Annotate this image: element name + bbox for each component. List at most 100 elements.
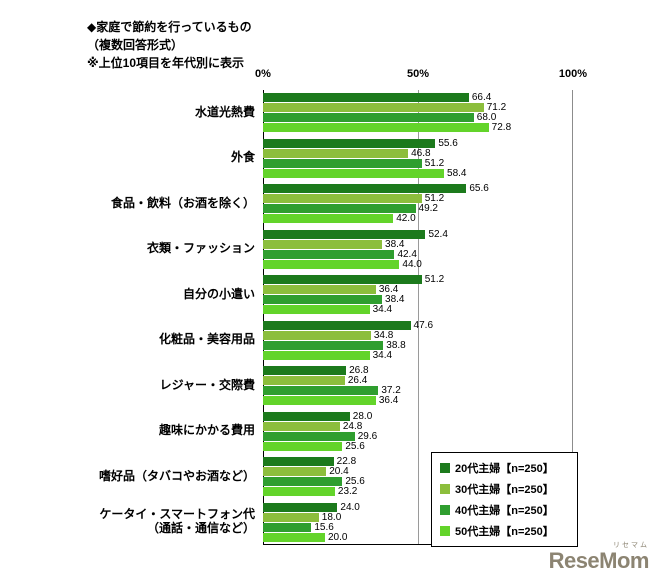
bar-group: 51.2 36.4 38.4 34.4 — [263, 275, 573, 316]
bar-row: 29.6 — [263, 431, 573, 441]
resemom-logo-katakana: リセマム — [613, 542, 649, 549]
category-label: 嗜好品（タバコやお酒など） — [98, 468, 255, 483]
bar — [263, 93, 469, 103]
bar-row: 34.4 — [263, 349, 573, 361]
bar-row: 66.4 — [263, 92, 573, 104]
bar-value-label: 51.2 — [424, 193, 445, 205]
bar — [263, 214, 394, 224]
bar-group: 24.0 18.0 15.6 20.0 — [263, 502, 573, 543]
bar-row: 15.6 — [263, 521, 573, 533]
bar-value-label: 65.6 — [469, 183, 489, 195]
bar-row: 58.4 — [263, 167, 573, 179]
bar-row: 51.2 — [263, 157, 573, 169]
bar — [263, 386, 379, 396]
bar — [263, 103, 484, 113]
chart-row: 趣味にかかる費用 28.0 24.8 29.6 25.6 — [0, 411, 573, 451]
bar — [263, 376, 345, 386]
bar-value-label: 36.4 — [378, 395, 399, 407]
bar-group: 28.0 24.8 29.6 25.6 — [263, 411, 573, 451]
bar — [263, 522, 312, 532]
bar-value-label: 15.6 — [314, 521, 334, 533]
bar-value-label: 42.0 — [396, 213, 416, 225]
bar-value-label: 47.6 — [413, 319, 434, 331]
x-axis: 0% 50% 100% — [255, 68, 587, 84]
plot-area: 水道光熱費 66.4 71.2 68.0 72.8 外食 55.6 46.8 51.2 58.4 食… — [0, 90, 573, 545]
bar-value-label: 20.0 — [328, 531, 348, 543]
bar-row: 51.2 — [263, 275, 573, 285]
category-label: 食品・飲料（お酒を除く） — [110, 195, 255, 210]
bar — [263, 194, 422, 204]
bar — [263, 512, 319, 522]
bar-row: 36.4 — [263, 395, 573, 407]
bar — [263, 138, 436, 148]
bar — [263, 487, 335, 497]
legend-swatch-icon — [440, 526, 450, 536]
bar — [263, 411, 350, 421]
bar — [263, 239, 383, 249]
bar-value-label: 22.8 — [336, 456, 357, 468]
bar-value-label: 44.0 — [402, 258, 422, 270]
bar-value-label: 66.4 — [471, 92, 492, 104]
bar-row: 44.0 — [263, 258, 573, 270]
bar-value-label: 46.8 — [411, 147, 431, 159]
x-axis-tick-50: 50% — [406, 68, 430, 80]
legend-row: 20代主婦【n=250】 — [440, 460, 569, 476]
bar — [263, 320, 411, 330]
bar — [263, 502, 338, 512]
bar-value-label: 38.4 — [385, 238, 405, 250]
bar-value-label: 49.2 — [418, 203, 438, 215]
chart-row: レジャー・交際費 26.8 26.4 37.2 36.4 — [0, 366, 573, 407]
bar-value-label: 52.4 — [428, 228, 448, 240]
bar — [263, 467, 327, 477]
bar-value-label: 34.4 — [372, 304, 393, 316]
bar-value-label: 68.0 — [476, 112, 497, 124]
bar-value-label: 42.4 — [397, 248, 417, 260]
bar-row: 24.8 — [263, 421, 573, 431]
bar-value-label: 71.2 — [486, 102, 507, 114]
bar-row: 46.8 — [263, 147, 573, 159]
bar — [263, 275, 422, 285]
bar — [263, 249, 395, 259]
bar-value-label: 37.2 — [381, 385, 401, 397]
bar-row: 34.8 — [263, 330, 573, 340]
category-label: 水道光熱費 — [194, 104, 255, 119]
bar — [263, 340, 384, 350]
bar-value-label: 51.2 — [424, 157, 445, 169]
bar-group: 52.4 38.4 42.4 44.0 — [263, 228, 573, 270]
bar-value-label: 23.2 — [337, 486, 358, 498]
bar-row: 49.2 — [263, 203, 573, 215]
category-label: 外食 — [230, 150, 255, 165]
legend-row: 40代主婦【n=250】 — [440, 502, 569, 518]
bar-value-label: 38.4 — [385, 294, 405, 306]
bar — [263, 259, 400, 269]
bar-value-label: 55.6 — [438, 137, 458, 149]
bar — [263, 532, 325, 542]
bar — [263, 366, 347, 376]
bar-row: 37.2 — [263, 385, 573, 397]
bar-value-label: 58.4 — [447, 167, 467, 179]
bar — [263, 158, 422, 168]
bar — [263, 441, 343, 451]
bar-row: 26.8 — [263, 366, 573, 376]
bar-row: 20.4 — [263, 466, 573, 478]
chart-row: 衣類・ファッション 52.4 38.4 42.4 44.0 — [0, 228, 573, 270]
bar-row: 18.0 — [263, 511, 573, 523]
bar-value-label: 18.0 — [321, 511, 342, 523]
legend-swatch-icon — [440, 505, 450, 515]
bar-row: 34.4 — [263, 304, 573, 316]
bar-row: 71.2 — [263, 102, 573, 114]
bar-row: 22.8 — [263, 456, 573, 468]
bar — [263, 113, 474, 123]
bar-row: 65.6 — [263, 183, 573, 195]
category-label: 衣類・ファッション — [146, 241, 255, 256]
bar-row: 38.4 — [263, 238, 573, 250]
bar-group: 47.6 34.8 38.8 34.4 — [263, 319, 573, 361]
bar-value-label: 34.4 — [372, 349, 393, 361]
category-label: 化粧品・美容用品 — [158, 332, 255, 347]
bar — [263, 184, 467, 194]
bar-row: 25.6 — [263, 477, 573, 487]
bar — [263, 396, 376, 406]
chart-title-line1: ◆家庭で節約を行っているもの — [87, 20, 252, 34]
legend-row: 50代主婦【n=250】 — [440, 523, 569, 539]
bar-value-label: 20.4 — [329, 466, 349, 478]
